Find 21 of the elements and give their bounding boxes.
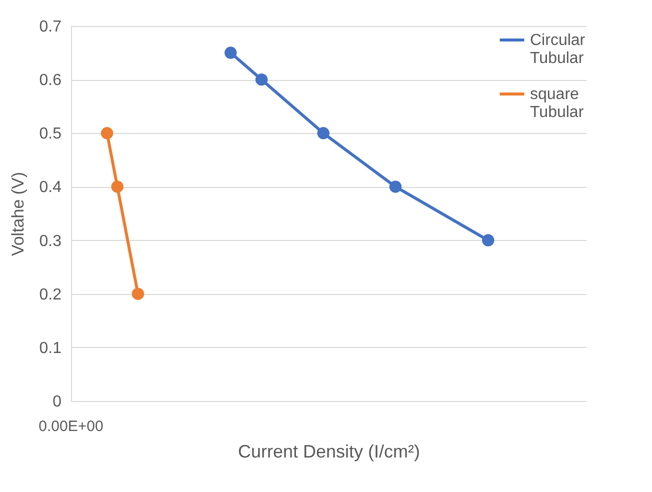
y-axis-title: Voltahe (V) [8, 172, 28, 256]
point [482, 234, 494, 246]
point [132, 288, 144, 300]
x-axis-title: Current Density (I/cm²) [238, 442, 420, 462]
point [111, 180, 124, 193]
point [389, 180, 402, 193]
point [317, 127, 330, 140]
y-tick-label: 0.7 [39, 18, 62, 36]
point [255, 73, 268, 86]
text: 0.00E+00 [38, 418, 104, 435]
y-tick-label: 0.5 [39, 126, 62, 143]
legend-label: Circular Tubular [530, 32, 586, 67]
y-tick-label: 0.3 [39, 232, 62, 250]
point [224, 46, 237, 59]
point [100, 127, 114, 140]
legend-label: square Tubular [530, 86, 584, 121]
y-tick-label: 0.4 [39, 179, 62, 196]
y-tick-label: 0.1 [39, 340, 62, 357]
y-tick-label: 0.2 [39, 286, 62, 304]
y-tick-label: 0.6 [39, 72, 62, 90]
y-tick-label: 0 [52, 394, 62, 410]
